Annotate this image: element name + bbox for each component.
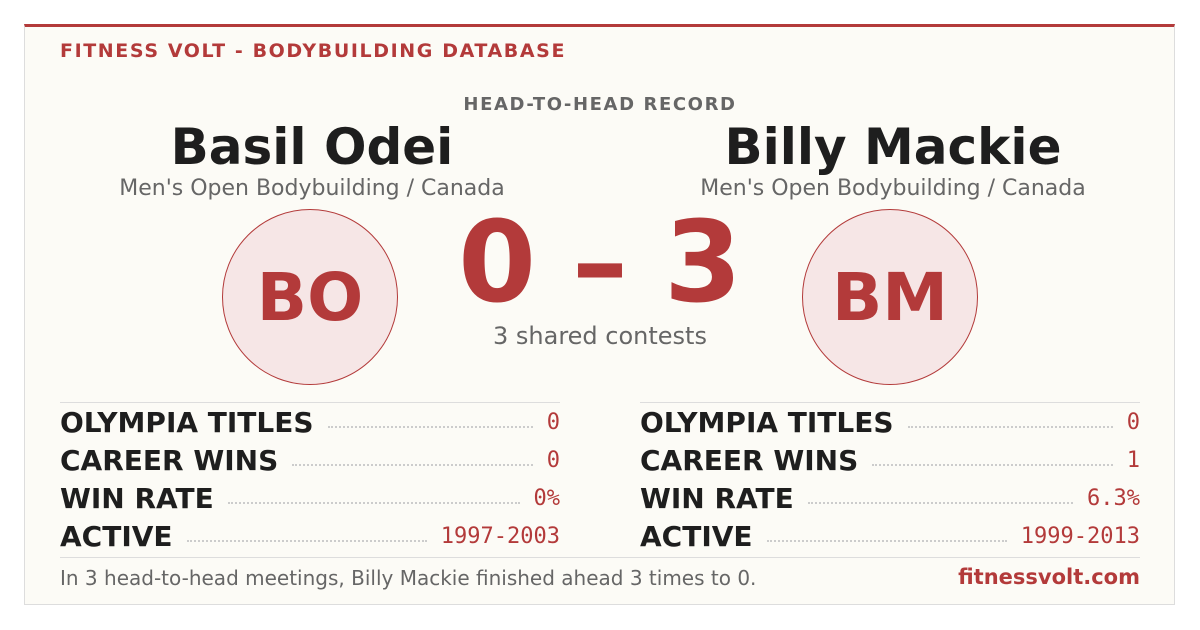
stat-label: OLYMPIA TITLES — [640, 405, 894, 439]
stat-value: 0% — [533, 485, 561, 511]
athlete-name: Billy Mackie — [724, 118, 1062, 176]
brand: FITNESS VOLT - BODYBUILDING DATABASE — [60, 40, 567, 62]
stat-label: CAREER WINS — [60, 443, 279, 477]
avatar: BO — [222, 209, 398, 385]
score-caption: 3 shared contests — [493, 322, 707, 350]
stat-label: WIN RATE — [60, 481, 214, 515]
stat-row: ACTIVE 1997-2003 — [60, 517, 560, 555]
leader — [807, 502, 1074, 504]
avatar: BM — [802, 209, 978, 385]
athlete-division: Men's Open Bodybuilding / Canada — [119, 176, 505, 201]
leader — [186, 540, 427, 542]
leader — [766, 540, 1007, 542]
score-left: 0 — [458, 198, 536, 328]
leader — [907, 426, 1113, 428]
stat-row: OLYMPIA TITLES 0 — [60, 403, 560, 441]
stat-value: 1999-2013 — [1020, 523, 1140, 549]
stat-label: ACTIVE — [640, 519, 753, 553]
stat-value: 6.3% — [1087, 485, 1140, 511]
athlete-division: Men's Open Bodybuilding / Canada — [700, 176, 1086, 201]
stats: OLYMPIA TITLES 0 CAREER WINS 1 WIN RATE 6.3% A… — [640, 402, 1140, 555]
leader — [227, 502, 520, 504]
stat-row: OLYMPIA TITLES 0 — [640, 403, 1140, 441]
stat-row: CAREER WINS 1 — [640, 441, 1140, 479]
score-right: 3 — [664, 198, 742, 328]
leader — [292, 464, 533, 466]
stat-value: 1 — [1126, 447, 1140, 473]
stat-row: CAREER WINS 0 — [60, 441, 560, 479]
stats: OLYMPIA TITLES 0 CAREER WINS 0 WIN RATE 0% ACT… — [60, 402, 560, 555]
stat-row: WIN RATE 6.3% — [640, 479, 1140, 517]
stat-value: 0 — [1126, 409, 1140, 435]
summary: In 3 head-to-head meetings, Billy Mackie… — [60, 566, 757, 590]
leader — [327, 426, 533, 428]
section-title: HEAD-TO-HEAD RECORD — [463, 94, 737, 115]
athlete-name: Basil Odei — [170, 118, 454, 176]
card — [24, 24, 1175, 605]
leader — [872, 464, 1113, 466]
stat-value: 1997-2003 — [440, 523, 560, 549]
score-separator: – — [572, 198, 628, 328]
stat-label: WIN RATE — [640, 481, 794, 515]
stat-value: 0 — [546, 409, 560, 435]
stat-value: 0 — [546, 447, 560, 473]
stat-row: ACTIVE 1999-2013 — [640, 517, 1140, 555]
stat-label: ACTIVE — [60, 519, 173, 553]
stat-row: WIN RATE 0% — [60, 479, 560, 517]
score: 0–3 — [0, 198, 1200, 328]
stat-label: CAREER WINS — [640, 443, 859, 477]
site-link[interactable]: fitnessvolt.com — [958, 565, 1140, 589]
stat-label: OLYMPIA TITLES — [60, 405, 314, 439]
divider — [60, 557, 1140, 558]
